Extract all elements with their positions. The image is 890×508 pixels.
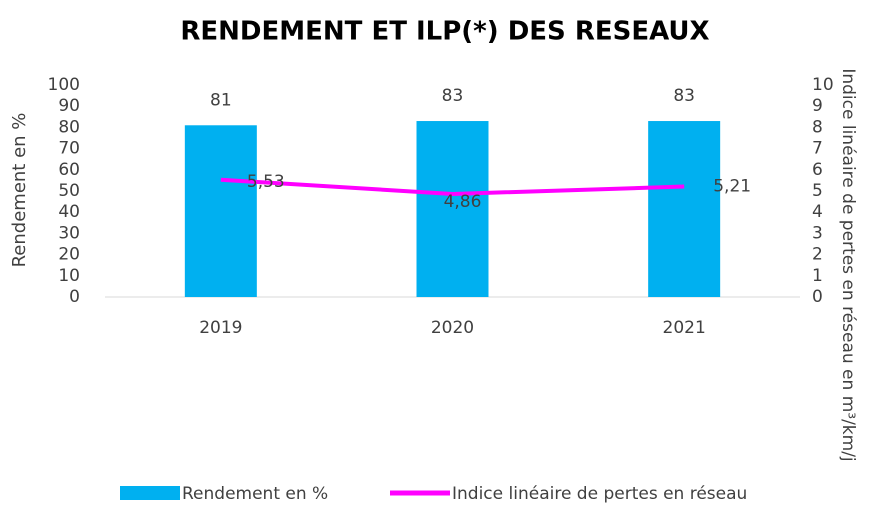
y-tick-label: 60 [58,160,80,180]
y2-tick-label: 4 [812,202,823,222]
y-tick-label: 80 [58,117,80,137]
data-label: 5,21 [713,177,751,197]
y2-tick-label: 8 [812,117,823,137]
y2-tick-label: 2 [812,245,823,265]
data-label: 83 [673,86,695,106]
legend-label: Indice linéaire de pertes en réseau [452,484,747,504]
y2-tick-label: 0 [812,287,823,307]
legend-label: Rendement en % [182,484,328,504]
y-tick-label: 90 [58,96,80,116]
y-tick-label: 10 [58,266,80,286]
y-tick-label: 0 [69,287,80,307]
y2-tick-label: 9 [812,96,823,116]
x-tick-label: 2019 [199,318,242,338]
y-tick-label: 40 [58,202,80,222]
chart-title: RENDEMENT ET ILP(*) DES RESEAUX [180,17,709,47]
y2-tick-label: 7 [812,139,823,159]
y-tick-label: 20 [58,245,80,265]
y-tick-label: 50 [58,181,80,201]
y-axis-label: Rendement en % [9,113,30,268]
bar [184,125,257,297]
x-tick-label: 2020 [431,318,474,338]
data-label: 81 [210,90,232,110]
y2-tick-label: 5 [812,181,823,201]
bar [416,121,489,297]
y2-axis-label: Indice linéaire de pertes en réseau en m… [838,68,858,462]
y2-tick-label: 3 [812,223,823,243]
x-tick-label: 2021 [663,318,706,338]
data-label: 4,86 [444,192,482,212]
data-label: 5,53 [247,172,285,192]
bar [648,121,721,297]
y-tick-label: 100 [48,75,80,95]
y-tick-label: 30 [58,223,80,243]
line [220,177,685,196]
y2-tick-label: 1 [812,266,823,286]
y2-tick-label: 10 [812,75,834,95]
y-tick-label: 70 [58,139,80,159]
y2-tick-label: 6 [812,160,823,180]
data-label: 83 [442,86,464,106]
legend-swatch [120,486,180,500]
